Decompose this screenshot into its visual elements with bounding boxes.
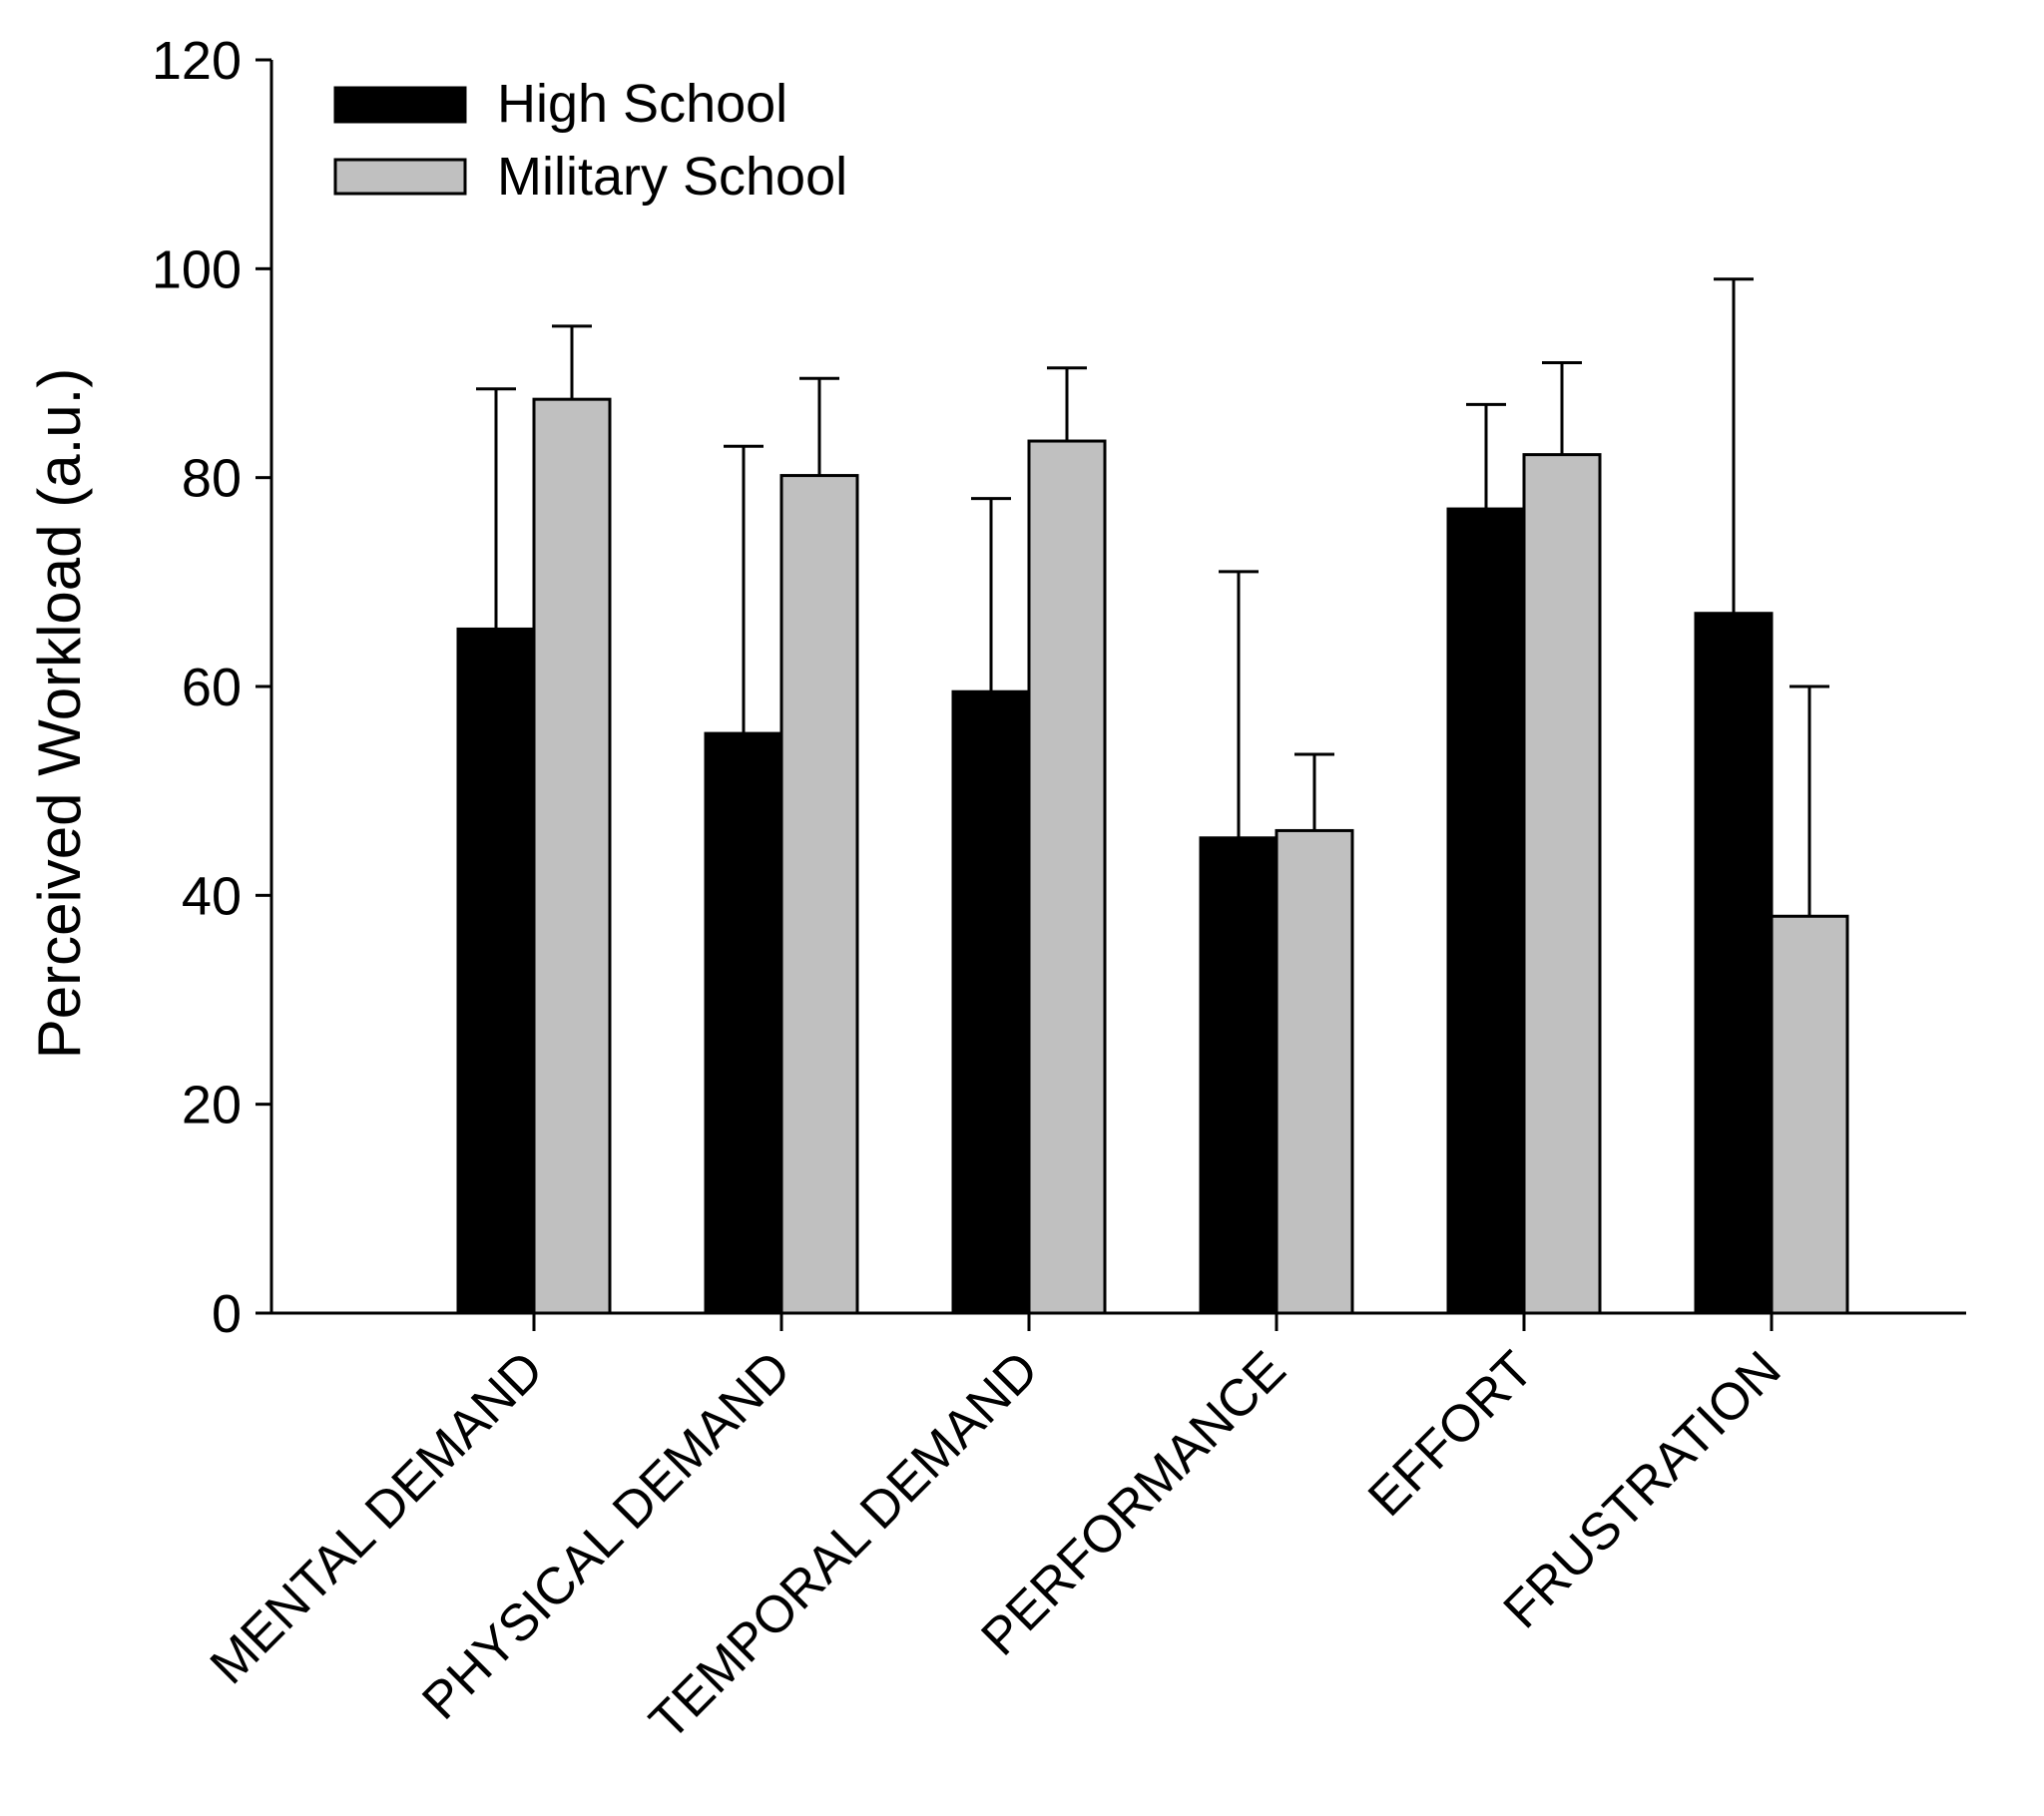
bar-high-school — [704, 731, 783, 1315]
y-tick-label: 100 — [152, 239, 242, 299]
legend-label-military-school: Military School — [497, 147, 847, 207]
bar-high-school — [951, 689, 1031, 1315]
bar-military-school — [1522, 453, 1602, 1315]
bar-high-school — [1694, 612, 1774, 1315]
bar-military-school — [779, 474, 859, 1315]
bar-high-school — [456, 627, 536, 1315]
y-tick-label: 40 — [182, 866, 242, 926]
bar-high-school — [1199, 836, 1278, 1315]
y-tick-label: 80 — [182, 449, 242, 509]
x-category-label: EFFORT — [1357, 1340, 1544, 1527]
y-tick-label: 0 — [212, 1284, 242, 1344]
bar-high-school — [1446, 507, 1526, 1315]
legend-swatch-high-school — [333, 86, 467, 124]
legend: High School Military School — [333, 74, 847, 207]
bar-military-school — [1275, 828, 1354, 1315]
y-tick-label: 60 — [182, 658, 242, 717]
bar-military-school — [532, 397, 612, 1315]
y-tick-label: 20 — [182, 1076, 242, 1135]
legend-swatch-military-school — [333, 158, 467, 196]
legend-label-high-school: High School — [497, 74, 787, 134]
y-tick-label: 120 — [152, 31, 242, 91]
y-axis-title: Perceived Workload (a.u.) — [26, 368, 93, 1060]
bar-military-school — [1027, 439, 1107, 1315]
bar-military-school — [1770, 914, 1849, 1315]
